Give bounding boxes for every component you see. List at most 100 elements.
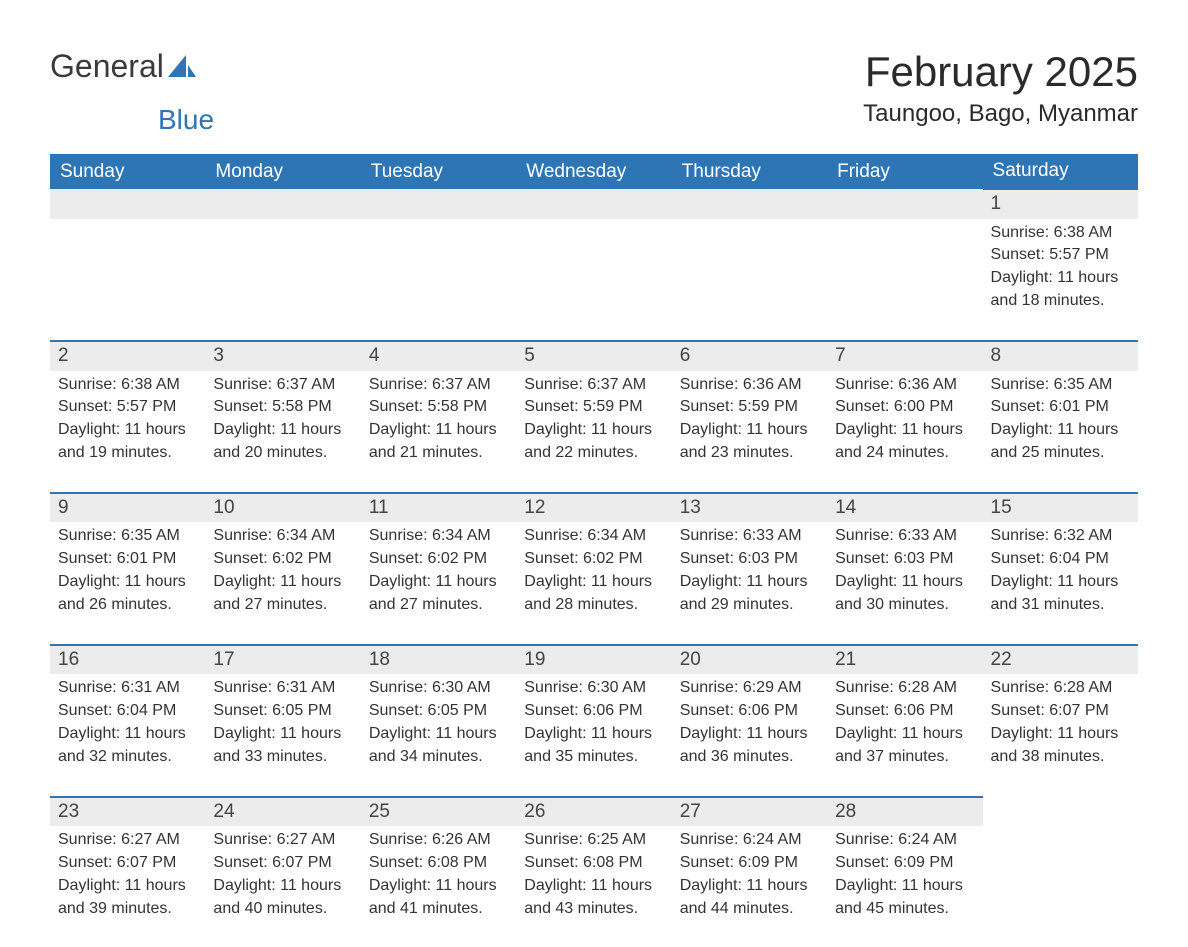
day-number-cell bbox=[205, 189, 360, 219]
daynum-row: 2345678 bbox=[50, 341, 1138, 371]
day-detail-line: and 21 minutes. bbox=[369, 443, 508, 464]
weekday-header: Thursday bbox=[672, 154, 827, 189]
day-detail-line: Sunset: 6:00 PM bbox=[835, 397, 974, 418]
day-detail-line: Sunset: 6:05 PM bbox=[369, 701, 508, 722]
day-detail-line: Sunset: 6:02 PM bbox=[369, 549, 508, 570]
day-detail-line: and 19 minutes. bbox=[58, 443, 197, 464]
day-detail-cell: Sunrise: 6:30 AMSunset: 6:06 PMDaylight:… bbox=[516, 674, 671, 796]
day-number-cell: 1 bbox=[983, 189, 1138, 219]
day-detail-line: and 41 minutes. bbox=[369, 899, 508, 920]
day-detail-line: Sunrise: 6:29 AM bbox=[680, 678, 819, 699]
day-number-cell: 10 bbox=[205, 493, 360, 523]
day-detail-line: Sunset: 6:07 PM bbox=[213, 853, 352, 874]
day-detail-line: Sunset: 6:02 PM bbox=[213, 549, 352, 570]
day-detail-line: Sunrise: 6:24 AM bbox=[680, 830, 819, 851]
day-number-cell: 21 bbox=[827, 645, 982, 675]
day-number-cell: 13 bbox=[672, 493, 827, 523]
day-detail-line: Sunrise: 6:31 AM bbox=[58, 678, 197, 699]
day-number-cell: 11 bbox=[361, 493, 516, 523]
logo-text-2: Blue bbox=[158, 104, 214, 135]
day-detail-line: and 28 minutes. bbox=[524, 595, 663, 616]
day-detail-line: Daylight: 11 hours bbox=[369, 420, 508, 441]
month-title: February 2025 bbox=[863, 48, 1138, 96]
day-number-cell: 28 bbox=[827, 797, 982, 827]
day-detail-cell: Sunrise: 6:37 AMSunset: 5:59 PMDaylight:… bbox=[516, 371, 671, 493]
day-detail-line: Daylight: 11 hours bbox=[213, 572, 352, 593]
day-number-cell: 3 bbox=[205, 341, 360, 371]
day-detail-line: and 26 minutes. bbox=[58, 595, 197, 616]
logo-text-1: General bbox=[50, 48, 164, 85]
day-number-cell bbox=[827, 189, 982, 219]
day-detail-line: and 20 minutes. bbox=[213, 443, 352, 464]
day-number-cell: 19 bbox=[516, 645, 671, 675]
day-detail-cell: Sunrise: 6:30 AMSunset: 6:05 PMDaylight:… bbox=[361, 674, 516, 796]
logo: General bbox=[50, 48, 196, 85]
day-number-cell: 6 bbox=[672, 341, 827, 371]
day-detail-line: Sunset: 5:57 PM bbox=[58, 397, 197, 418]
detail-row: Sunrise: 6:31 AMSunset: 6:04 PMDaylight:… bbox=[50, 674, 1138, 796]
day-detail-line: and 39 minutes. bbox=[58, 899, 197, 920]
day-detail-line: Sunset: 5:59 PM bbox=[524, 397, 663, 418]
calendar-table: Sunday Monday Tuesday Wednesday Thursday… bbox=[50, 154, 1138, 947]
day-detail-line: Sunrise: 6:37 AM bbox=[524, 375, 663, 396]
day-number-cell: 9 bbox=[50, 493, 205, 523]
day-detail-line: Daylight: 11 hours bbox=[524, 724, 663, 745]
day-number-cell: 4 bbox=[361, 341, 516, 371]
day-detail-line: Sunrise: 6:35 AM bbox=[991, 375, 1130, 396]
weekday-header: Wednesday bbox=[516, 154, 671, 189]
day-detail-cell: Sunrise: 6:35 AMSunset: 6:01 PMDaylight:… bbox=[50, 522, 205, 644]
day-detail-line: and 40 minutes. bbox=[213, 899, 352, 920]
day-detail-line: and 36 minutes. bbox=[680, 747, 819, 768]
day-detail-line: and 29 minutes. bbox=[680, 595, 819, 616]
day-detail-cell bbox=[361, 219, 516, 341]
day-detail-line: Sunrise: 6:34 AM bbox=[213, 526, 352, 547]
day-detail-line: Sunrise: 6:37 AM bbox=[369, 375, 508, 396]
day-detail-line: Sunrise: 6:33 AM bbox=[835, 526, 974, 547]
day-detail-line: Sunrise: 6:31 AM bbox=[213, 678, 352, 699]
day-number-cell: 7 bbox=[827, 341, 982, 371]
day-detail-line: Sunrise: 6:28 AM bbox=[835, 678, 974, 699]
weekday-header: Saturday bbox=[983, 154, 1138, 189]
day-detail-line: Daylight: 11 hours bbox=[835, 572, 974, 593]
day-detail-line: and 27 minutes. bbox=[213, 595, 352, 616]
weekday-header: Monday bbox=[205, 154, 360, 189]
day-number-cell: 5 bbox=[516, 341, 671, 371]
day-detail-line: Daylight: 11 hours bbox=[524, 572, 663, 593]
day-detail-cell bbox=[50, 219, 205, 341]
day-detail-line: Sunset: 6:08 PM bbox=[369, 853, 508, 874]
day-detail-line: and 24 minutes. bbox=[835, 443, 974, 464]
day-number-cell: 16 bbox=[50, 645, 205, 675]
day-detail-line: and 27 minutes. bbox=[369, 595, 508, 616]
day-detail-line: Daylight: 11 hours bbox=[58, 724, 197, 745]
weekday-header: Tuesday bbox=[361, 154, 516, 189]
day-detail-cell: Sunrise: 6:34 AMSunset: 6:02 PMDaylight:… bbox=[516, 522, 671, 644]
day-detail-line: and 30 minutes. bbox=[835, 595, 974, 616]
day-detail-line: and 43 minutes. bbox=[524, 899, 663, 920]
day-detail-line: Sunset: 6:06 PM bbox=[680, 701, 819, 722]
day-detail-line: Daylight: 11 hours bbox=[524, 420, 663, 441]
day-detail-line: Sunset: 6:09 PM bbox=[835, 853, 974, 874]
day-number-cell: 27 bbox=[672, 797, 827, 827]
day-detail-line: Sunset: 5:58 PM bbox=[369, 397, 508, 418]
day-detail-line: and 33 minutes. bbox=[213, 747, 352, 768]
day-detail-line: Daylight: 11 hours bbox=[213, 724, 352, 745]
calendar-body: 1 Sunrise: 6:38 AMSunset: 5:57 PMDayligh… bbox=[50, 189, 1138, 947]
day-detail-cell: Sunrise: 6:27 AMSunset: 6:07 PMDaylight:… bbox=[205, 826, 360, 947]
day-detail-line: Daylight: 11 hours bbox=[680, 876, 819, 897]
detail-row: Sunrise: 6:38 AMSunset: 5:57 PMDaylight:… bbox=[50, 219, 1138, 341]
day-detail-cell bbox=[827, 219, 982, 341]
day-detail-line: Sunset: 6:06 PM bbox=[835, 701, 974, 722]
day-detail-line: Sunset: 6:03 PM bbox=[835, 549, 974, 570]
daynum-row: 232425262728 bbox=[50, 797, 1138, 827]
daynum-row: 9101112131415 bbox=[50, 493, 1138, 523]
day-detail-cell: Sunrise: 6:33 AMSunset: 6:03 PMDaylight:… bbox=[672, 522, 827, 644]
detail-row: Sunrise: 6:38 AMSunset: 5:57 PMDaylight:… bbox=[50, 371, 1138, 493]
day-detail-line: Daylight: 11 hours bbox=[369, 572, 508, 593]
day-detail-cell: Sunrise: 6:35 AMSunset: 6:01 PMDaylight:… bbox=[983, 371, 1138, 493]
day-detail-line: Sunrise: 6:36 AM bbox=[835, 375, 974, 396]
day-number-cell: 26 bbox=[516, 797, 671, 827]
day-detail-line: Sunset: 5:59 PM bbox=[680, 397, 819, 418]
day-detail-line: and 31 minutes. bbox=[991, 595, 1130, 616]
day-detail-line: Daylight: 11 hours bbox=[680, 724, 819, 745]
day-detail-cell bbox=[672, 219, 827, 341]
